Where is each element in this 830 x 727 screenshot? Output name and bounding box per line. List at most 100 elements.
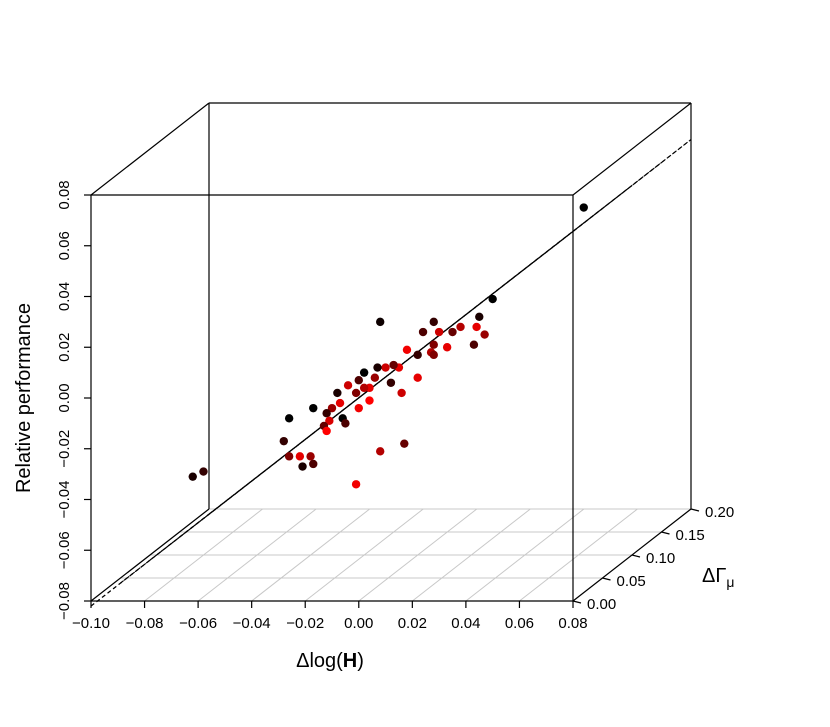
- data-point: [333, 388, 342, 398]
- data-point: [359, 368, 369, 377]
- y-axis: 0.000.050.100.150.20: [572, 504, 734, 613]
- y-axis-title-main: ΔΓ: [702, 565, 726, 587]
- y-tick-label: 0.10: [646, 550, 675, 567]
- data-point: [429, 350, 438, 360]
- data-point: [376, 447, 385, 456]
- data-point: [475, 312, 484, 321]
- data-point: [365, 396, 374, 405]
- x-tick-label: 0.00: [344, 615, 373, 632]
- y-tick: [572, 600, 582, 604]
- floor-grid: [90, 508, 692, 602]
- data-point: [295, 452, 305, 461]
- data-point: [309, 403, 318, 413]
- x-tick-label: 0.02: [398, 615, 427, 632]
- y-tick-label: 0.15: [676, 527, 705, 544]
- y-tick-label: 0.20: [705, 504, 734, 521]
- x-axis: −0.10 −0.08 −0.06 −0.04 −0.02 0.00 0.02 0.04 0.0…: [72, 601, 588, 632]
- plane-line: [452, 232, 571, 326]
- data-point: [354, 376, 363, 385]
- plane-line: [331, 326, 451, 420]
- box-edge: [90, 102, 210, 196]
- data-point: [341, 419, 350, 428]
- x-tick-label: −0.06: [179, 615, 217, 632]
- data-point: [284, 414, 294, 423]
- data-point: [327, 403, 337, 413]
- z-tick-label: 0.04: [56, 282, 73, 311]
- x-tick-label: 0.08: [558, 615, 587, 632]
- x-axis-title-bold: H: [343, 650, 357, 672]
- data-point: [298, 462, 307, 471]
- data-point: [351, 388, 361, 398]
- box-back-edges: [90, 102, 692, 602]
- data-point: [472, 322, 481, 332]
- y-axis-title-sub: μ: [726, 574, 734, 590]
- data-point: [370, 373, 380, 382]
- data-points: [188, 203, 588, 489]
- y-tick: [631, 554, 641, 558]
- x-axis-title-suffix: ): [357, 650, 364, 672]
- y-tick-label: 0.00: [587, 596, 616, 613]
- regression-plane: [90, 139, 692, 607]
- z-axis: −0.08 −0.06 −0.04 −0.02 0.00 0.02 0.04 0.06 0.08: [56, 180, 91, 620]
- z-axis-title: Relative performance: [13, 303, 35, 493]
- z-tick-label: 0.00: [56, 383, 73, 412]
- x-tick-label: −0.10: [72, 615, 110, 632]
- data-point: [335, 398, 345, 408]
- data-point: [322, 409, 331, 418]
- data-point: [429, 340, 438, 349]
- z-tick-label: −0.08: [56, 582, 73, 620]
- data-point: [309, 459, 318, 469]
- plane-line: [211, 420, 330, 513]
- data-point: [389, 360, 398, 370]
- data-point: [579, 203, 588, 212]
- data-point: [429, 317, 438, 327]
- data-point: [442, 343, 452, 352]
- x-tick-label: −0.04: [233, 615, 271, 632]
- y-tick-label: 0.05: [617, 573, 646, 590]
- box-front-edges: [90, 194, 574, 602]
- data-point: [413, 350, 422, 360]
- data-point: [306, 452, 315, 461]
- data-point: [381, 363, 390, 372]
- data-point: [488, 294, 497, 304]
- data-point: [359, 383, 369, 393]
- data-point: [386, 378, 396, 387]
- y-axis-title: ΔΓμ: [702, 565, 734, 590]
- data-point: [469, 340, 479, 349]
- x-axis-title-prefix: Δlog(: [296, 650, 343, 672]
- data-point: [351, 480, 361, 489]
- z-tick-label: 0.02: [56, 333, 73, 362]
- data-point: [284, 452, 294, 461]
- x-tick-label: −0.08: [126, 615, 164, 632]
- data-point: [400, 439, 409, 448]
- data-point: [456, 322, 465, 332]
- z-tick-label: −0.02: [56, 430, 73, 468]
- z-tick-label: 0.08: [56, 180, 73, 209]
- data-point: [373, 363, 382, 372]
- data-point: [418, 327, 428, 337]
- z-tick-label: −0.04: [56, 481, 73, 519]
- data-point: [434, 327, 444, 337]
- data-point: [448, 327, 457, 337]
- data-point: [376, 317, 385, 327]
- data-point: [325, 416, 334, 426]
- data-point: [354, 403, 363, 413]
- data-point: [188, 472, 197, 481]
- x-tick-label: 0.06: [505, 615, 534, 632]
- data-point: [480, 330, 489, 339]
- y-tick: [690, 508, 700, 512]
- z-tick-label: 0.06: [56, 231, 73, 260]
- data-point: [413, 373, 422, 382]
- data-point: [343, 381, 353, 390]
- y-tick: [661, 531, 670, 535]
- x-axis-title: Δlog(H): [296, 650, 364, 672]
- box-edge: [572, 102, 692, 196]
- box-edge: [90, 508, 210, 602]
- plane-line: [572, 139, 692, 232]
- x-tick-label: −0.02: [286, 615, 324, 632]
- data-point: [279, 436, 288, 446]
- plane-line: [90, 513, 210, 607]
- data-point: [199, 467, 208, 476]
- z-tick-label: −0.06: [56, 531, 73, 569]
